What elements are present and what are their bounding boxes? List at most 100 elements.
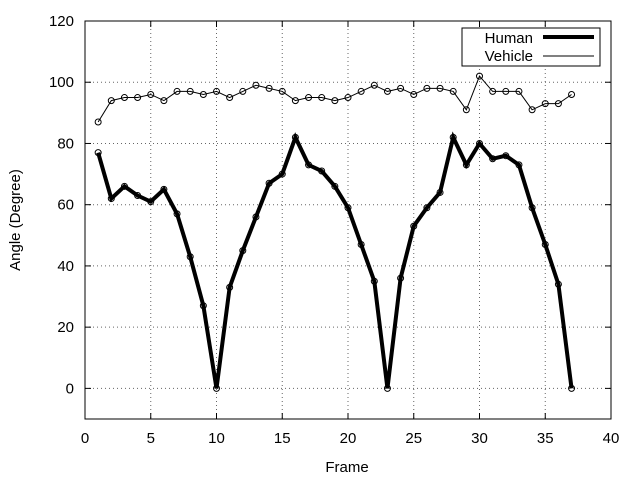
data-point-human [318,167,326,175]
data-point-vehicle [383,87,391,95]
data-point-human [120,182,128,190]
data-point-vehicle [305,94,313,102]
data-point-vehicle [515,87,523,95]
data-point-vehicle [160,97,168,105]
data-point-human [462,161,470,169]
data-point-human [528,204,536,212]
data-point-human [239,247,247,255]
data-point-vehicle [318,94,326,102]
x-tick-label: 30 [471,430,488,447]
data-point-human [134,192,142,200]
data-point-human [252,213,260,221]
x-tick-label: 25 [405,430,422,447]
data-point-vehicle [476,72,483,80]
y-tick-label: 0 [66,380,74,397]
data-point-vehicle [173,87,181,95]
series-line-human [96,131,574,389]
data-point-human [383,384,391,392]
data-point-human [147,198,155,206]
data-point-human [107,195,115,203]
data-point-human [370,277,378,285]
data-point-vehicle [265,84,273,92]
data-point-vehicle [436,84,444,92]
data-point-human [489,155,497,163]
data-point-vehicle [120,94,128,102]
y-tick-label: 100 [49,74,74,91]
data-point-human [305,161,313,169]
data-point-human [449,133,457,141]
data-point-vehicle [357,87,365,95]
data-point-human [213,384,220,392]
data-point-human [226,283,234,291]
legend-label-human: Human [485,30,533,47]
data-point-vehicle [252,81,260,89]
data-point-vehicle [489,87,497,95]
data-point-vehicle [199,90,207,98]
y-axis-title: Angle (Degree) [7,169,24,271]
data-point-vehicle [331,97,339,105]
data-point-vehicle [213,87,220,95]
data-point-vehicle [528,106,536,114]
data-point-human [94,149,102,157]
data-point-vehicle [423,84,431,92]
data-point-human [397,274,405,282]
y-tick-label: 20 [57,319,74,336]
data-point-human [436,188,444,196]
data-point-human [568,384,576,392]
data-point-human [186,253,194,261]
data-point-vehicle [568,90,576,98]
legend: Human Vehicle [461,27,601,67]
data-point-vehicle [147,90,155,98]
data-point-human [515,161,523,169]
x-tick-label: 40 [603,430,620,447]
data-point-vehicle [291,97,299,105]
y-tick-label: 80 [57,135,74,152]
data-point-human [199,302,207,310]
x-tick-label: 5 [147,430,155,447]
data-point-human [357,240,365,248]
x-tick-label: 10 [208,430,225,447]
data-point-human [423,204,431,212]
data-point-human [331,182,339,190]
data-point-human [173,210,181,218]
data-point-human [291,133,299,141]
data-point-vehicle [410,90,418,98]
data-point-vehicle [541,100,549,108]
data-point-vehicle [502,87,510,95]
data-point-vehicle [554,100,562,108]
y-tick-label: 40 [57,258,74,275]
data-point-vehicle [134,94,142,102]
plot-area-frame [84,20,612,420]
data-point-vehicle [449,87,457,95]
data-point-vehicle [239,87,247,95]
data-point-vehicle [462,106,470,114]
data-point-human [410,222,418,230]
data-point-human [541,240,549,248]
y-tick-label: 60 [57,197,74,214]
series-line-vehicle [97,75,572,123]
legend-box [461,27,601,67]
series-group [94,72,576,392]
data-point-human [160,185,168,193]
data-point-human [265,179,273,187]
y-tick-label: 120 [49,13,74,30]
x-tick-label: 0 [81,430,89,447]
data-point-human [344,204,352,212]
data-point-human [476,139,483,147]
data-point-human [502,152,510,160]
legend-label-vehicle: Vehicle [485,48,533,65]
data-point-human [554,280,562,288]
grid-lines [85,21,611,419]
axis-ticks: 0 5 10 15 20 25 30 35 40 0 20 40 60 80 100 120 [49,13,619,447]
data-point-vehicle [370,81,378,89]
series-human [94,131,576,392]
x-tick-label: 35 [537,430,554,447]
data-point-vehicle [397,84,405,92]
x-tick-label: 20 [340,430,357,447]
data-point-vehicle [94,118,102,126]
data-point-vehicle [107,97,115,105]
data-point-vehicle [344,94,352,102]
series-vehicle [94,72,576,126]
data-point-vehicle [278,87,286,95]
